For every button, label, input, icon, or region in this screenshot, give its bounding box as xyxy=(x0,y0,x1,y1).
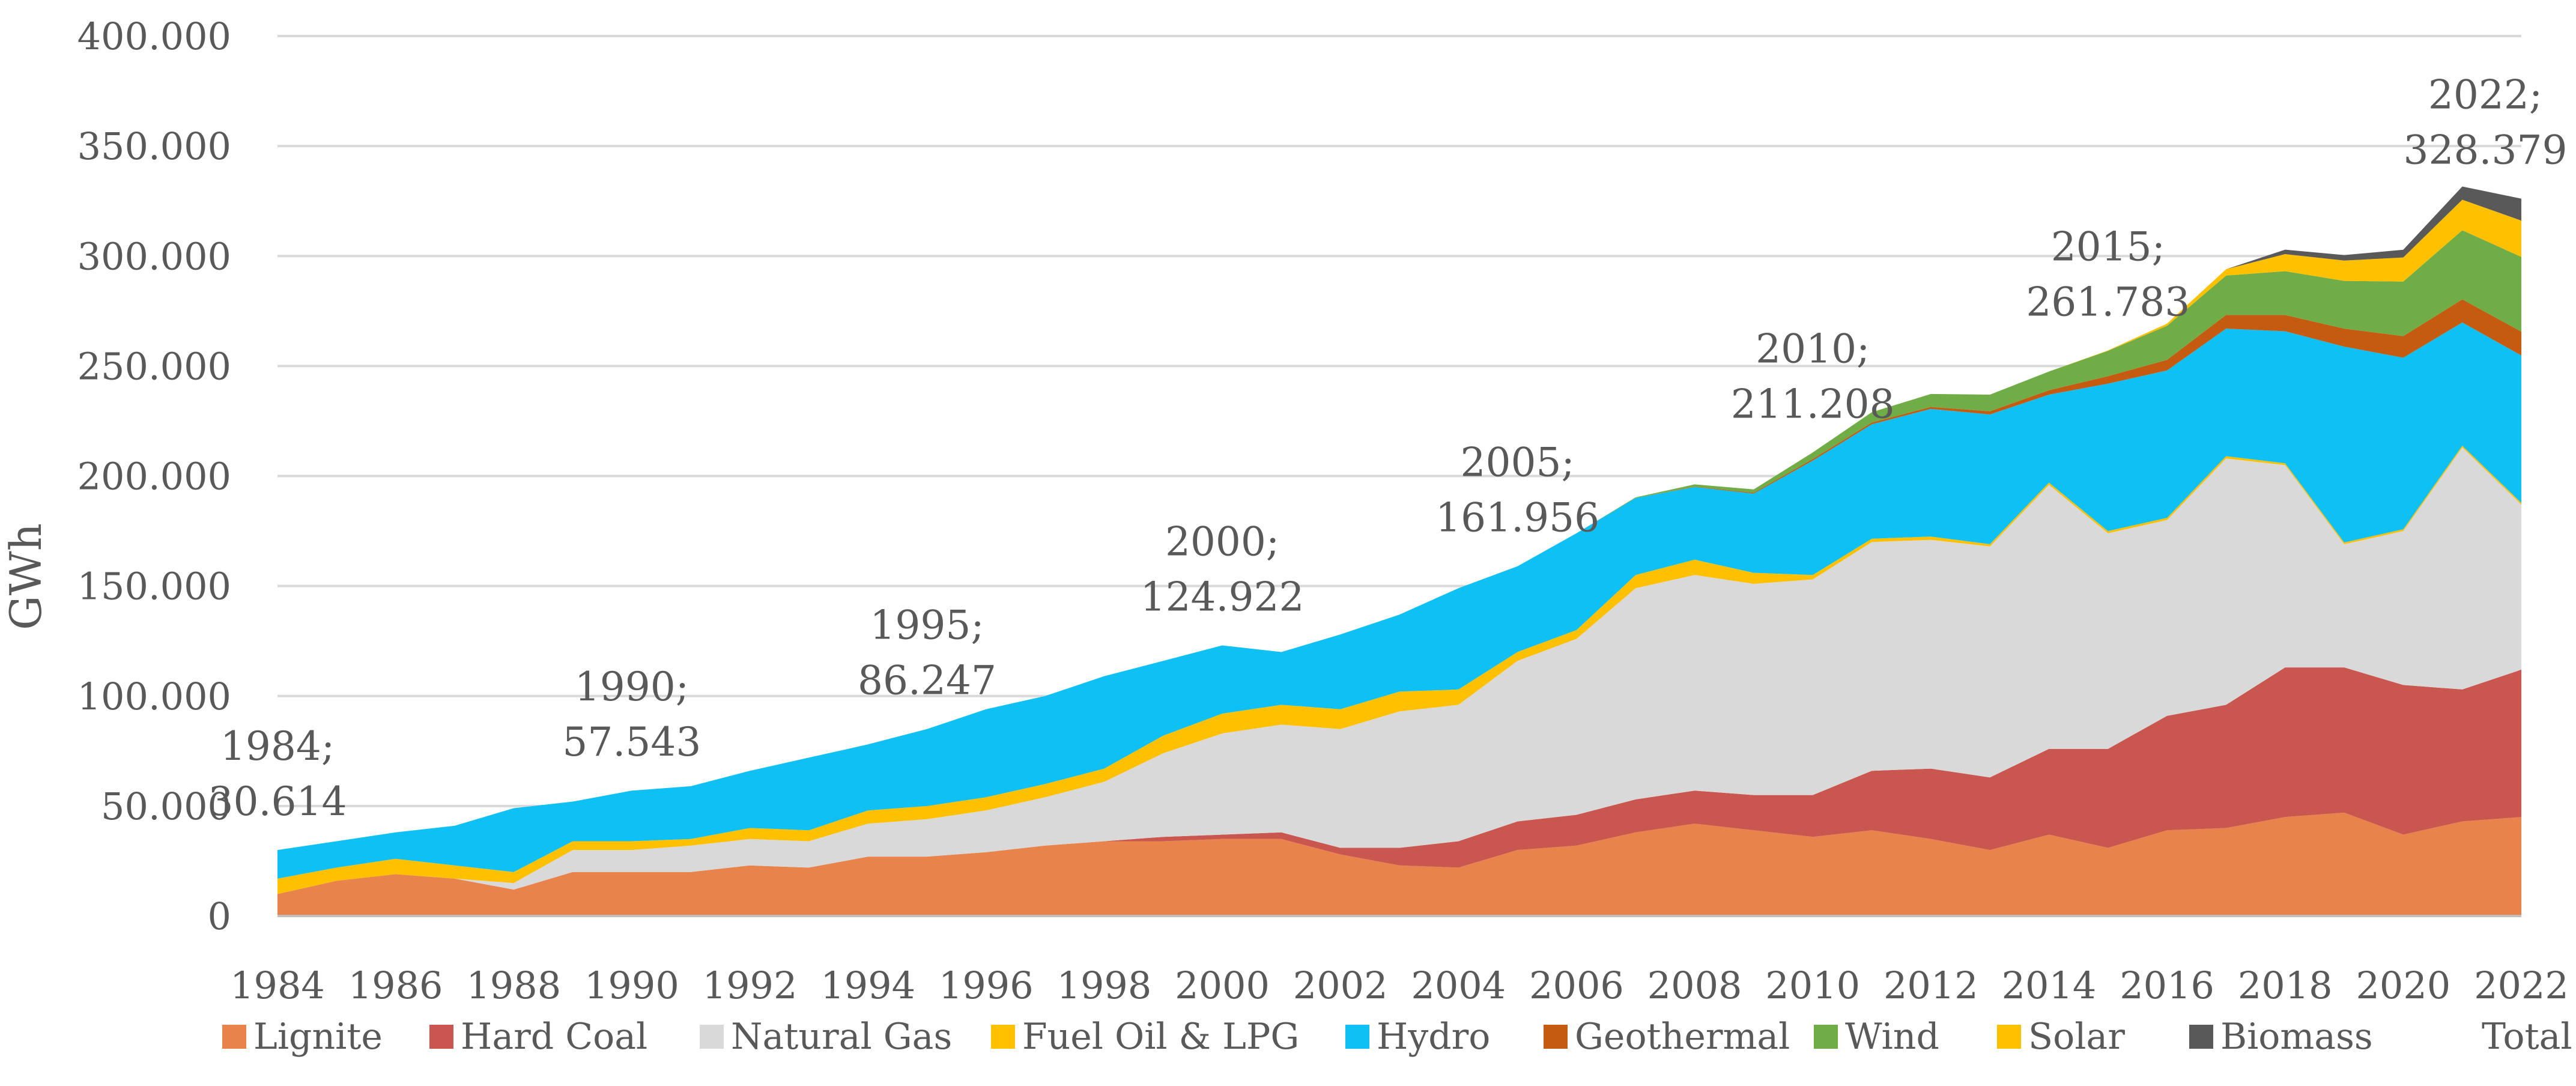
annotation-year: 2000; xyxy=(1165,519,1279,565)
x-tick-label: 2010 xyxy=(1765,963,1860,1007)
area-hard-coal xyxy=(277,667,2521,894)
annotation-year: 2015; xyxy=(2051,223,2165,270)
annotation-year: 1995; xyxy=(870,602,984,649)
legend-label: Total xyxy=(2482,1016,2572,1058)
legend-swatch xyxy=(222,1025,246,1049)
legend-label: Solar xyxy=(2028,1016,2125,1058)
y-axis-ticks: 0 50.000 100.000 150.000 200.000 250.000 300.0… xyxy=(77,14,231,938)
annotation-value: 211.208 xyxy=(1731,381,1895,427)
annotation-year: 2022; xyxy=(2428,72,2542,118)
legend-label: Lignite xyxy=(253,1016,383,1058)
area-hydro xyxy=(277,322,2521,879)
x-tick-label: 2022 xyxy=(2474,963,2569,1007)
y-tick-label: 50.000 xyxy=(101,784,231,828)
area-solar xyxy=(277,199,2521,851)
area-series-group xyxy=(277,186,2521,916)
legend-item-hydro: Hydro xyxy=(1345,1016,1490,1058)
legend-item-hard-coal: Hard Coal xyxy=(429,1016,647,1058)
x-tick-label: 2018 xyxy=(2238,963,2333,1007)
legend-swatch xyxy=(1814,1025,1838,1049)
legend-label: Biomass xyxy=(2220,1016,2373,1058)
annotation-year: 2005; xyxy=(1461,440,1575,486)
legend-item-fuel-oil-and-lpg: Fuel Oil & LPG xyxy=(991,1016,1299,1058)
annotation-value: 86.247 xyxy=(858,658,996,704)
x-tick-label: 2000 xyxy=(1175,963,1270,1007)
annotation-value: 30.614 xyxy=(208,778,347,825)
legend-label: Geothermal xyxy=(1575,1016,1790,1058)
y-tick-label: 0 xyxy=(208,894,231,938)
x-tick-label: 2020 xyxy=(2356,963,2450,1007)
x-tick-label: 1998 xyxy=(1057,963,1152,1007)
y-tick-label: 400.000 xyxy=(77,14,231,58)
legend-swatch xyxy=(2189,1025,2213,1049)
annotation-value: 161.956 xyxy=(1435,495,1599,541)
x-tick-label: 2012 xyxy=(1884,963,1978,1007)
legend-label: Natural Gas xyxy=(731,1016,952,1058)
legend-swatch xyxy=(991,1025,1015,1049)
legend-item-lignite: Lignite xyxy=(222,1016,383,1058)
legend-swatch xyxy=(429,1025,453,1049)
y-tick-label: 350.000 xyxy=(77,124,231,168)
x-tick-label: 2014 xyxy=(2002,963,2097,1007)
legend: Lignite Hard Coal Natural Gas Fuel Oil & LP… xyxy=(222,1016,2572,1058)
x-tick-label: 2006 xyxy=(1529,963,1624,1007)
x-tick-label: 2008 xyxy=(1647,963,1742,1007)
annotation-year: 1984; xyxy=(220,723,335,769)
legend-item-geothermal: Geothermal xyxy=(1544,1016,1790,1058)
area-lignite xyxy=(277,812,2521,916)
x-tick-label: 1986 xyxy=(348,963,443,1007)
legend-swatch xyxy=(1997,1025,2021,1049)
annotation-value: 57.543 xyxy=(562,719,701,765)
area-natural-gas xyxy=(277,447,2521,894)
legend-label: Hydro xyxy=(1377,1016,1490,1058)
legend-label: Fuel Oil & LPG xyxy=(1022,1016,1299,1058)
y-tick-label: 200.000 xyxy=(77,455,231,499)
x-tick-label: 1990 xyxy=(584,963,679,1007)
legend-item-natural-gas: Natural Gas xyxy=(700,1016,952,1058)
legend-label: Hard Coal xyxy=(461,1016,647,1058)
x-tick-label: 1994 xyxy=(820,963,915,1007)
y-tick-label: 250.000 xyxy=(77,344,231,388)
area-wind xyxy=(277,230,2521,851)
y-tick-label: 150.000 xyxy=(77,565,231,608)
legend-item-biomass: Biomass xyxy=(2189,1016,2373,1058)
x-tick-label: 2004 xyxy=(1411,963,1506,1007)
legend-item-total: Total xyxy=(2482,1016,2572,1058)
annotation-year: 2010; xyxy=(1756,326,1870,372)
x-tick-label: 2002 xyxy=(1293,963,1388,1007)
annotation-value: 261.783 xyxy=(2026,279,2190,325)
legend-label: Wind xyxy=(1845,1016,1939,1058)
x-tick-label: 1984 xyxy=(230,963,325,1007)
legend-swatch xyxy=(1544,1025,1568,1049)
annotation-value: 124.922 xyxy=(1141,574,1305,620)
gridlines xyxy=(277,35,2521,807)
legend-swatch xyxy=(700,1025,724,1049)
legend-swatch xyxy=(1345,1025,1369,1049)
y-tick-label: 300.000 xyxy=(77,234,231,278)
data-annotations: 1984; 30.614 1990; 57.543 1995; 86.247 2000; 12… xyxy=(208,72,2568,825)
area-biomass xyxy=(277,186,2521,851)
x-tick-label: 2016 xyxy=(2120,963,2214,1007)
legend-item-solar: Solar xyxy=(1997,1016,2125,1058)
annotation-year: 1990; xyxy=(575,664,689,710)
x-tick-label: 1988 xyxy=(466,963,561,1007)
y-tick-label: 100.000 xyxy=(77,675,231,718)
x-axis-ticks: 1984 1986 1988 1990 1992 1994 1996 1998 2000 2002… xyxy=(230,963,2569,1007)
annotation-value: 328.379 xyxy=(2404,127,2568,174)
x-tick-label: 1992 xyxy=(703,963,798,1007)
x-tick-label: 1996 xyxy=(939,963,1034,1007)
y-axis-title: GWh xyxy=(1,523,51,630)
legend-item-wind: Wind xyxy=(1814,1016,1939,1058)
